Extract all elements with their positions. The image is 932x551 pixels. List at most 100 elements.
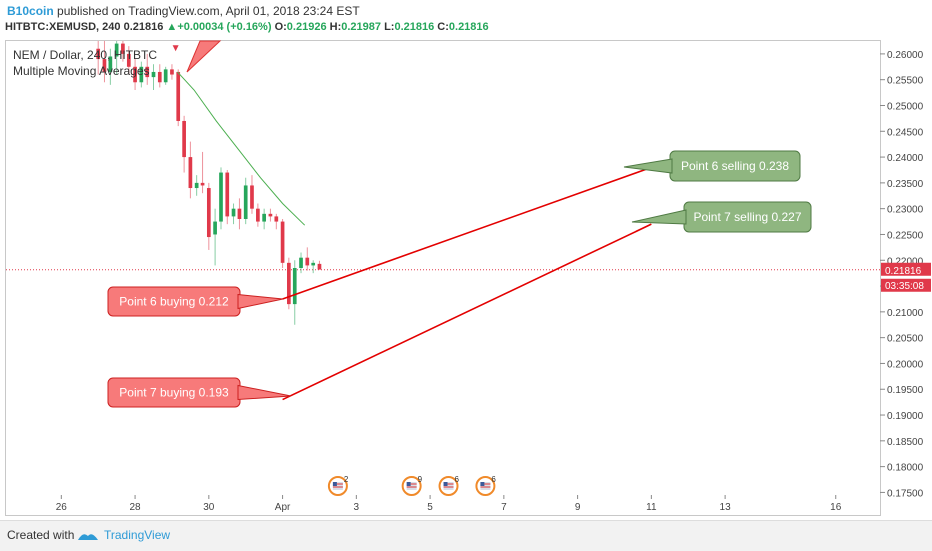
candle-body[interactable]	[121, 43, 125, 54]
candle-body[interactable]	[96, 48, 101, 60]
callout-pointer	[237, 384, 292, 401]
x-axis-tick-label: 7	[501, 502, 507, 513]
candle-body[interactable]	[317, 263, 322, 270]
candle-body[interactable]	[243, 185, 248, 219]
candle-body[interactable]	[108, 56, 113, 72]
y-axis-tick-label: 0.25000	[887, 101, 924, 112]
event-marker[interactable]: 6	[475, 475, 496, 496]
callout-pointer	[623, 158, 673, 174]
candle-body[interactable]	[133, 66, 137, 83]
y-axis-tick-label: 0.18000	[887, 463, 924, 474]
candle-body[interactable]	[114, 43, 119, 57]
series-legend[interactable]: NEM / Dollar, 240, HITBTC	[13, 48, 158, 62]
candle-body[interactable]	[280, 221, 285, 263]
y-axis-tick-label: 0.22500	[887, 230, 924, 241]
created-with-label: Created with	[7, 528, 75, 542]
candle-body[interactable]	[274, 216, 279, 222]
moving-average-line[interactable]	[177, 71, 306, 226]
candle-body[interactable]	[151, 71, 156, 78]
high-label: H:	[329, 21, 342, 33]
y-axis-tick-label: 0.18500	[887, 437, 924, 448]
y-axis-tick-label: 0.19500	[887, 385, 924, 396]
high-value: 0.21987	[341, 21, 381, 33]
candle-body[interactable]	[311, 262, 316, 266]
chart-frame[interactable]	[5, 40, 881, 516]
x-axis-tick-label: 11	[646, 502, 657, 513]
indicator-legend[interactable]: Multiple Moving Averages	[13, 64, 150, 78]
candle-body[interactable]	[231, 208, 236, 217]
flag-canton	[332, 482, 337, 486]
buy-callout[interactable]: Point 6 buying 0.212	[107, 286, 284, 317]
candle-body[interactable]	[102, 59, 107, 72]
ohlc-line: HITBTC:XEMUSD, 240 0.21816 ▲+0.00034 (+0…	[5, 21, 489, 33]
author-name[interactable]: B10coin	[7, 4, 54, 18]
candle-body[interactable]	[139, 66, 144, 83]
price-chart[interactable]: 0.26000 0.25500 0.25000 0.24500 0.24000 0.235…	[0, 0, 932, 520]
candle-body[interactable]	[250, 185, 254, 209]
candle-body[interactable]	[200, 182, 205, 186]
sell-signal-arrow-icon	[172, 45, 179, 52]
flag-field	[480, 482, 491, 490]
candle-body[interactable]	[268, 213, 273, 217]
symbol-label: HITBTC:XEMUSD, 240	[5, 21, 121, 33]
y-axis-tick-label: 0.22000	[887, 256, 924, 267]
callout-text: Point 6 buying 0.212	[119, 295, 229, 309]
candle-body[interactable]	[299, 257, 303, 268]
footer-bar: Created with TradingView	[0, 520, 932, 551]
candle-body[interactable]	[305, 257, 310, 266]
flag-field	[443, 482, 454, 490]
candle-body[interactable]	[287, 262, 291, 305]
y-axis-tick-label: 0.17500	[887, 488, 924, 499]
event-marker[interactable]: 9	[401, 475, 423, 496]
candle-body[interactable]	[237, 208, 242, 219]
event-marker[interactable]: 6	[438, 475, 460, 496]
candle-body[interactable]	[206, 188, 211, 238]
buy-callout[interactable]: Point 7 buying 0.193	[107, 377, 292, 408]
y-axis-tick-label: 0.24000	[887, 153, 924, 164]
flag-field	[406, 482, 417, 490]
candle-body[interactable]	[213, 221, 217, 235]
candle-body[interactable]	[256, 208, 260, 222]
y-axis-tick-label: 0.26000	[887, 50, 924, 61]
event-marker[interactable]: 2	[327, 475, 349, 496]
callout-text: Point 6 selling 0.238	[681, 159, 789, 173]
tradingview-link[interactable]: TradingView	[104, 528, 171, 542]
candle-body[interactable]	[126, 53, 131, 67]
candle-body[interactable]	[182, 120, 186, 158]
publication-header: B10coin published on TradingView.com, Ap…	[0, 0, 932, 40]
price-change: +0.00034 (+0.16%)	[177, 21, 272, 33]
candle-body[interactable]	[157, 71, 162, 83]
x-axis-tick-label: 5	[427, 502, 433, 513]
candle-body[interactable]	[292, 268, 297, 305]
sell-callout[interactable]: Point 7 selling 0.227	[631, 201, 812, 233]
y-axis-tick-label: 0.24500	[887, 127, 924, 138]
trendline[interactable]	[282, 223, 652, 401]
sell-callout[interactable]: Point 6 selling 0.238	[623, 150, 801, 182]
candle-body[interactable]	[188, 157, 193, 189]
x-axis-tick-label: 3	[354, 502, 360, 513]
last-price: 0.21816	[123, 21, 164, 33]
candle-body[interactable]	[145, 66, 150, 78]
flag-canton	[406, 482, 411, 486]
trendline[interactable]	[282, 166, 652, 300]
publication-line: B10coin published on TradingView.com, Ap…	[7, 4, 360, 18]
callout-pointer	[237, 293, 284, 310]
candle-body[interactable]	[262, 213, 266, 222]
callout-text: Point 7 buying 0.193	[119, 386, 229, 400]
y-axis-tick-label: 0.25500	[887, 76, 924, 87]
countdown-tag	[881, 278, 931, 292]
candle-body[interactable]	[170, 69, 174, 75]
candle-body[interactable]	[225, 172, 230, 217]
event-count: 6	[491, 475, 496, 484]
candle-body[interactable]	[176, 71, 181, 121]
callout-text: Point 7 selling 0.227	[693, 210, 801, 224]
candle-body[interactable]	[194, 182, 199, 189]
x-axis-tick-label: Apr	[275, 502, 291, 513]
current-price-label: 0.21816	[885, 266, 922, 277]
tradingview-logo-icon[interactable]	[77, 530, 99, 542]
candle-body[interactable]	[163, 69, 168, 83]
y-axis-tick-label: 0.19000	[887, 411, 924, 422]
candle-body[interactable]	[219, 172, 223, 222]
y-axis-tick-label: 0.20500	[887, 334, 924, 345]
event-count: 2	[344, 475, 349, 484]
